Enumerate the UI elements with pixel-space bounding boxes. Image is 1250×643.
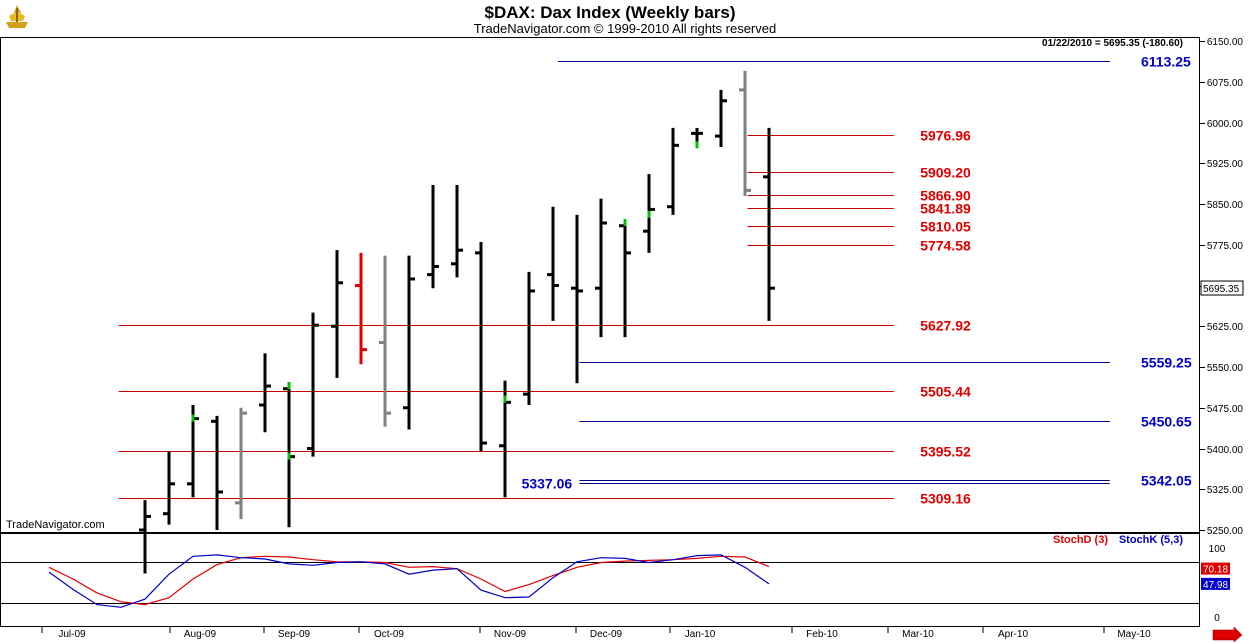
time-axis: Jul-09 Aug-09 Sep-09 Oct-09 Nov-09 Dec-09 Jan-… xyxy=(41,627,1151,640)
level-label-5395.52: 5395.52 xyxy=(920,444,971,460)
price-tick-label: 5775.00 xyxy=(1207,241,1244,252)
level-label-5810.05: 5810.05 xyxy=(920,219,971,235)
price-tick-label: 5550.00 xyxy=(1207,363,1244,374)
ohlc-bar xyxy=(739,70,751,196)
chart-copyright: TradeNavigator.com © 1999-2010 All right… xyxy=(474,21,776,36)
ohlc-bar xyxy=(355,252,367,365)
ohlc-bar xyxy=(763,127,775,321)
time-tick-label: Oct-09 xyxy=(374,629,404,640)
ohlc-bar xyxy=(163,451,175,525)
scroll-right-button[interactable] xyxy=(1209,626,1243,643)
trade-navigator-logo xyxy=(2,2,32,32)
time-tick-label: Feb-10 xyxy=(806,629,838,640)
price-tick-label: 6150.00 xyxy=(1207,37,1244,48)
ohlc-bar xyxy=(331,250,343,378)
level-label-5450.65: 5450.65 xyxy=(1141,414,1192,430)
price-tick-label: 5625.00 xyxy=(1207,322,1244,333)
price-tick-label: 5925.00 xyxy=(1207,159,1244,170)
stochk-value-box xyxy=(1201,577,1230,590)
legend-stochk: StochK (5,3) xyxy=(1119,534,1184,546)
stochk-value-label: 47.98 xyxy=(1203,580,1228,591)
ohlc-bar xyxy=(547,206,559,321)
stoch-tick-label: 0 xyxy=(1214,613,1220,624)
time-tick-label: Jan-10 xyxy=(685,629,716,640)
ohlc-bar xyxy=(667,127,679,215)
level-label-5841.89: 5841.89 xyxy=(920,201,971,217)
price-tick-label: 5475.00 xyxy=(1207,404,1244,415)
ohlc-bar xyxy=(211,415,223,530)
ohlc-bar xyxy=(571,214,583,384)
time-tick-label: Aug-09 xyxy=(184,629,217,640)
level-label-5866.90: 5866.90 xyxy=(920,188,971,204)
level-label-5627.92: 5627.92 xyxy=(920,318,971,334)
ohlc-bar xyxy=(715,89,727,147)
ohlc-bar xyxy=(235,407,247,520)
legend-stochd: StochD (3) xyxy=(1053,534,1108,546)
price-panel-frame xyxy=(0,37,1200,533)
ohlc-bar xyxy=(595,198,607,338)
stochk-line xyxy=(48,554,770,608)
level-label-5559.25: 5559.25 xyxy=(1141,355,1192,371)
price-tick-label: 5400.00 xyxy=(1207,445,1244,456)
time-tick-label: Apr-10 xyxy=(998,629,1028,640)
stoch-panel-frame xyxy=(0,533,1200,627)
price-tick-label: 5250.00 xyxy=(1207,526,1244,537)
stochd-value-label: 70.18 xyxy=(1203,565,1228,576)
stochd-line xyxy=(48,555,770,606)
stoch-tick-label: 100 xyxy=(1209,544,1226,555)
ohlc-bar xyxy=(427,184,439,289)
level-label-5309.16: 5309.16 xyxy=(920,491,971,507)
level-label-5505.44: 5505.44 xyxy=(920,384,971,400)
price-tick-label: 6000.00 xyxy=(1207,119,1244,130)
level-label-5342.05: 5342.05 xyxy=(1141,473,1192,489)
time-tick-label: Nov-09 xyxy=(494,629,527,640)
price-axis: 6150.00 6075.00 6000.00 5925.00 5850.00 5775.… xyxy=(1200,37,1244,537)
level-label-5774.58: 5774.58 xyxy=(920,238,971,254)
ohlc-bar xyxy=(259,353,271,433)
ohlc-bar xyxy=(523,271,535,406)
bars-layer xyxy=(139,70,775,574)
price-tick-label: 6075.00 xyxy=(1207,78,1244,89)
ohlc-bar xyxy=(139,500,151,574)
ohlc-bar xyxy=(307,312,319,457)
last-bar-info: 01/22/2010 = 5695.35 (-180.60) xyxy=(1042,38,1183,49)
time-tick-label: May-10 xyxy=(1117,629,1151,640)
ohlc-bar xyxy=(379,255,391,427)
ohlc-bar xyxy=(619,221,631,338)
ohlc-bar xyxy=(451,184,463,278)
time-tick-label: Jul-09 xyxy=(58,629,86,640)
price-tick-label: 5325.00 xyxy=(1207,485,1244,496)
price-tick-label: 5850.00 xyxy=(1207,200,1244,211)
level-label-5976.96: 5976.96 xyxy=(920,128,971,144)
ohlc-bar xyxy=(403,255,415,430)
ohlc-bar xyxy=(475,242,487,452)
level-label-6113.25: 6113.25 xyxy=(1141,54,1191,70)
time-tick-label: Sep-09 xyxy=(278,629,311,640)
current-price-box xyxy=(1200,280,1244,296)
level-label-5337.06: 5337.06 xyxy=(522,476,573,492)
watermark-text: TradeNavigator.com xyxy=(6,519,105,531)
stochd-value-box xyxy=(1201,562,1230,575)
time-tick-label: Mar-10 xyxy=(902,629,934,640)
chart-title: $DAX: Dax Index (Weekly bars) xyxy=(485,3,736,22)
current-price-label: 5695.35 xyxy=(1203,284,1240,295)
level-label-5909.20: 5909.20 xyxy=(920,165,971,181)
time-tick-label: Dec-09 xyxy=(590,629,623,640)
